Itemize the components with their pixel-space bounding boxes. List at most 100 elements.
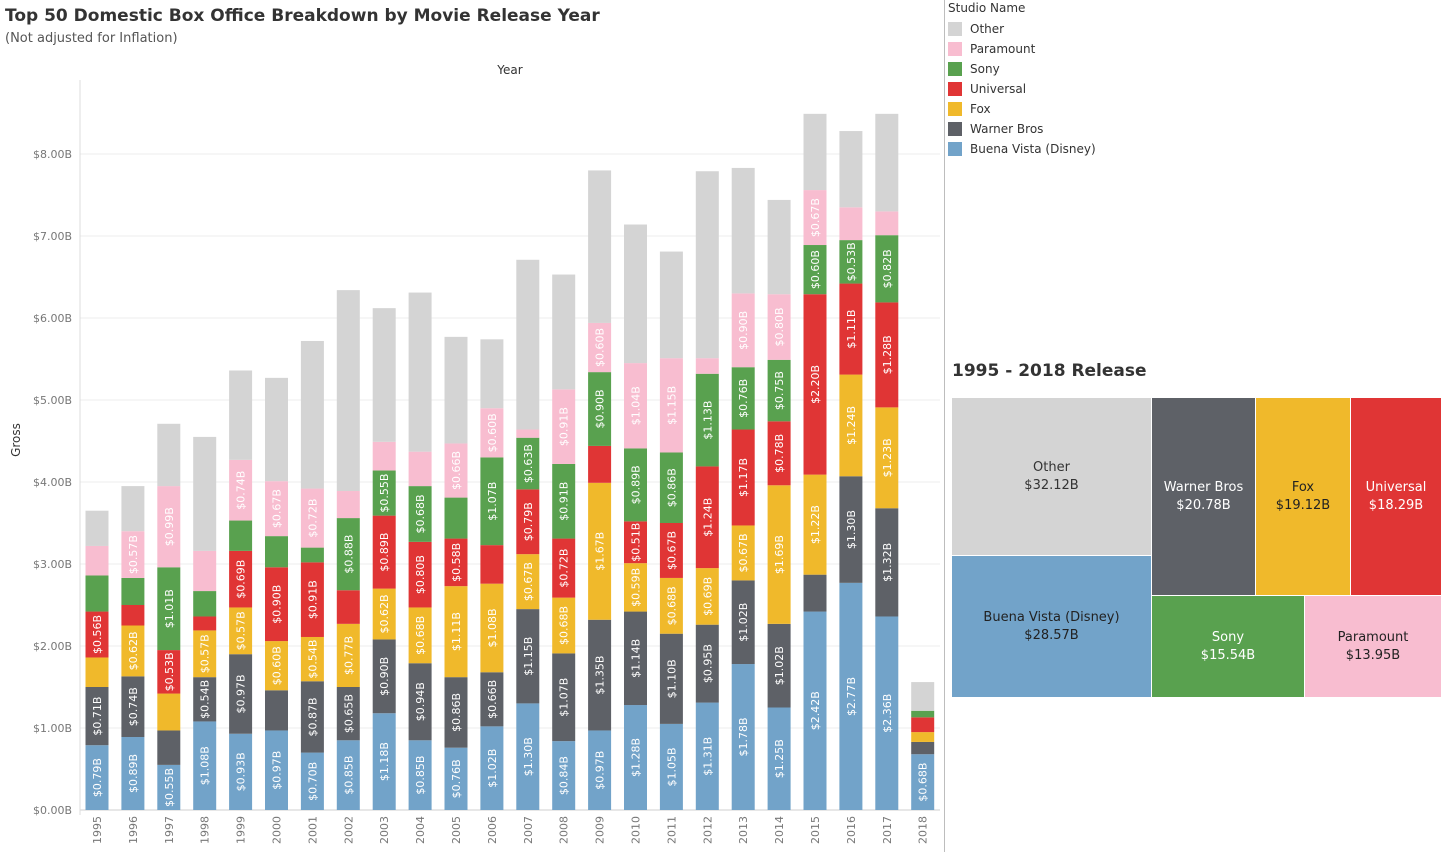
x-tick-label: 2013 <box>737 816 750 844</box>
legend-swatch <box>948 22 962 36</box>
bar-data-label: $0.68B <box>665 586 678 625</box>
bar-segment <box>121 486 145 532</box>
x-tick-label: 1999 <box>235 816 248 844</box>
bar-data-label: $0.90B <box>271 585 284 624</box>
bar-data-label: $0.70B <box>306 762 319 801</box>
legend-item[interactable]: Other <box>948 19 1096 39</box>
bar-segment <box>767 421 791 486</box>
legend-item[interactable]: Universal <box>948 79 1096 99</box>
bar-segment <box>875 211 899 236</box>
bar-segment <box>193 677 217 722</box>
x-tick-label: 2001 <box>306 816 319 844</box>
x-tick-label: 2007 <box>522 816 535 844</box>
bar-data-label: $0.89B <box>378 533 391 572</box>
legend-item[interactable]: Warner Bros <box>948 119 1096 139</box>
x-tick-label: 2015 <box>809 816 822 844</box>
bar-segment <box>588 730 612 810</box>
bar-data-label: $0.87B <box>306 697 319 736</box>
bar-data-label: $1.07B <box>486 482 499 521</box>
bar-segment <box>552 538 576 598</box>
legend-item[interactable]: Buena Vista (Disney) <box>948 139 1096 159</box>
bar-segment <box>265 641 288 691</box>
bar-data-label: $0.68B <box>558 606 571 645</box>
x-tick-label: 1997 <box>163 816 176 844</box>
x-tick-label: 2009 <box>594 816 607 844</box>
legend-title: Studio Name <box>948 1 1026 15</box>
bar-data-label: $0.57B <box>199 634 212 673</box>
bar-segment <box>408 486 432 542</box>
bar-segment <box>731 664 755 810</box>
treemap-cell-name: Warner Bros <box>1163 479 1244 495</box>
bar-data-label: $0.67B <box>809 198 822 237</box>
bar-data-label: $2.42B <box>809 691 822 730</box>
bar-data-label: $0.68B <box>917 763 930 802</box>
bar-segment <box>875 616 899 810</box>
bar-data-label: $0.78B <box>773 434 786 473</box>
bar-segment <box>265 730 288 810</box>
bar-segment <box>85 545 109 576</box>
treemap-cell[interactable]: Other $32.12B <box>952 398 1152 556</box>
bar-segment <box>336 290 360 492</box>
bar-data-label: $0.90B <box>737 311 750 350</box>
bar-segment <box>695 171 719 359</box>
legend-item[interactable]: Paramount <box>948 39 1096 59</box>
bar-data-label: $0.79B <box>522 502 535 541</box>
treemap-cell[interactable]: Sony $15.54B <box>1152 596 1305 698</box>
bar-data-label: $2.36B <box>881 694 894 733</box>
treemap-cell[interactable]: Buena Vista (Disney) $28.57B <box>952 556 1152 698</box>
x-tick-label: 2018 <box>917 816 930 844</box>
bar-segment <box>229 370 253 460</box>
bar-data-label: $0.68B <box>414 494 427 533</box>
bar-segment <box>588 445 612 483</box>
bar-data-label: $0.99B <box>163 507 176 546</box>
bar-segment <box>372 713 396 810</box>
legend-label: Buena Vista (Disney) <box>970 142 1096 156</box>
legend-item[interactable]: Sony <box>948 59 1096 79</box>
bar-data-label: $0.60B <box>486 413 499 452</box>
bar-segment <box>300 562 324 637</box>
bar-data-label: $0.88B <box>342 535 355 574</box>
x-tick-label: 2016 <box>845 816 858 844</box>
bar-segment <box>552 389 576 464</box>
bar-segment <box>372 308 396 442</box>
legend-item[interactable]: Fox <box>948 99 1096 119</box>
bar-segment <box>157 730 181 765</box>
y-tick-label: $0.00B <box>33 804 72 817</box>
x-tick-label: 2008 <box>558 816 571 844</box>
bar-data-label: $1.24B <box>701 498 714 537</box>
treemap-cell[interactable]: Universal $18.29B <box>1351 398 1442 596</box>
bar-data-label: $0.60B <box>594 328 607 367</box>
bar-data-label: $0.94B <box>414 682 427 721</box>
legend-swatch <box>948 142 962 156</box>
legend: Studio Name Other Paramount Sony Universal F… <box>948 1 1096 159</box>
bar-segment <box>803 611 827 810</box>
bar-segment <box>588 322 612 373</box>
x-tick-label: 2000 <box>271 816 284 844</box>
bar-segment <box>839 476 863 583</box>
bar-segment <box>803 294 827 475</box>
treemap-cell[interactable]: Paramount $13.95B <box>1305 596 1442 698</box>
y-tick-label: $3.00B <box>33 558 72 571</box>
bar-segment <box>157 567 181 651</box>
bar-segment <box>803 245 827 295</box>
treemap-cell-value: $13.95B <box>1345 647 1401 663</box>
bar-segment <box>588 372 612 446</box>
bar-data-label: $0.67B <box>522 562 535 601</box>
bar-segment <box>516 437 540 490</box>
bar-data-label: $0.69B <box>701 577 714 616</box>
bar-segment <box>336 687 360 741</box>
bar-data-label: $0.67B <box>737 533 750 572</box>
legend-label: Sony <box>970 62 1000 76</box>
bar-data-label: $1.31B <box>701 737 714 776</box>
bar-data-label: $1.69B <box>773 535 786 574</box>
bar-data-label: $0.66B <box>450 451 463 490</box>
bar-data-label: $0.85B <box>342 756 355 795</box>
bar-segment <box>408 607 432 664</box>
x-tick-label: 2012 <box>701 816 714 844</box>
bar-segment <box>336 491 360 519</box>
bar-data-label: $0.89B <box>127 754 140 793</box>
treemap-cell[interactable]: Fox $19.12B <box>1256 398 1351 596</box>
bar-segment <box>408 292 432 452</box>
bar-segment <box>229 733 253 810</box>
treemap-cell[interactable]: Warner Bros $20.78B <box>1152 398 1256 596</box>
